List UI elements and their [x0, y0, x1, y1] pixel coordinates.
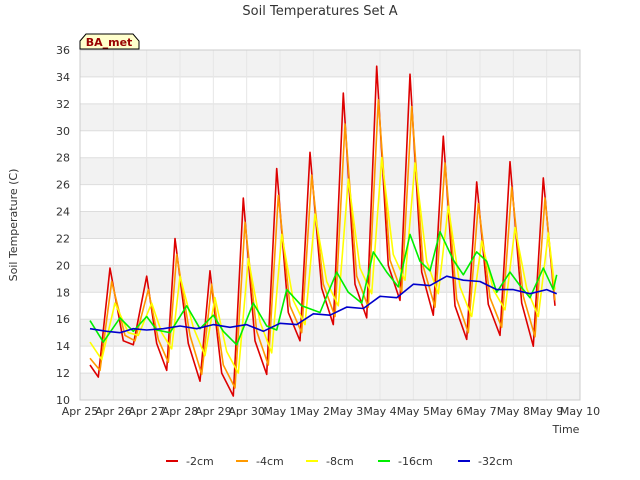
series-line-4cmcm	[89, 99, 556, 389]
legend-label: -16cm	[398, 455, 433, 468]
x-axis-label: Time	[552, 423, 580, 436]
x-tick-label: May 2	[297, 405, 330, 418]
band-14	[80, 319, 580, 347]
plot-frame	[79, 49, 581, 401]
series-line-8cmcm	[89, 156, 556, 374]
x-tick-label: May 9	[530, 405, 563, 418]
y-tick-label: 36	[56, 44, 70, 57]
band-10	[80, 373, 580, 400]
x-tick-label: May 8	[497, 405, 530, 418]
y-tick-label: 34	[56, 71, 70, 84]
legend-item: -8cm	[306, 455, 354, 468]
band-24	[80, 184, 580, 212]
x-tick-label: Apr 25	[62, 405, 99, 418]
x-tick-label: May 3	[330, 405, 363, 418]
legend: -2cm -4cm -8cm -16cm -32cm	[166, 455, 513, 468]
band-34	[80, 50, 580, 77]
series-lines	[89, 65, 558, 397]
legend-label: -32cm	[478, 455, 513, 468]
x-tick-label: Apr 28	[162, 405, 199, 418]
y-tick-label: 10	[56, 394, 70, 407]
y-tick-label: 24	[56, 206, 70, 219]
series-line-16cmcm	[89, 230, 558, 346]
x-tick-label: May 6	[430, 405, 463, 418]
x-tick-label: May 4	[363, 405, 396, 418]
y-tick-label: 26	[56, 179, 70, 192]
y-axis-label: Soil Temperature (C)	[7, 169, 20, 282]
band-12	[80, 346, 580, 374]
legend-label: -4cm	[256, 455, 284, 468]
band-22	[80, 211, 580, 239]
x-tick-label: May 10	[560, 405, 600, 418]
y-tick-label: 20	[56, 259, 70, 272]
plot-background-bands	[80, 50, 580, 400]
y-tick-label: 16	[56, 313, 70, 326]
site-tag-label: BA_met	[86, 36, 133, 49]
series-line-32cmcm	[89, 275, 558, 334]
y-tick-label: 14	[56, 340, 70, 353]
band-32	[80, 76, 580, 104]
legend-item: -2cm	[166, 455, 214, 468]
y-tick-label: 32	[56, 98, 70, 111]
y-tick-labels: 10 12 14 16 18 20 22 24 26 28 30 32 34 36	[56, 44, 70, 407]
chart-title: Soil Temperatures Set A	[242, 4, 397, 19]
y-tick-label: 18	[56, 286, 70, 299]
x-tick-label: Apr 26	[95, 405, 132, 418]
legend-item: -4cm	[236, 455, 284, 468]
x-tick-label: May 1	[263, 405, 296, 418]
band-26	[80, 157, 580, 185]
y-tick-label: 12	[56, 367, 70, 380]
legend-label: -8cm	[326, 455, 354, 468]
band-30	[80, 103, 580, 131]
legend-item: -16cm	[378, 455, 433, 468]
band-28	[80, 130, 580, 158]
y-tick-label: 30	[56, 125, 70, 138]
y-tick-label: 28	[56, 152, 70, 165]
series-line-2cmcm	[89, 65, 556, 397]
x-tick-label: May 7	[463, 405, 496, 418]
axes	[79, 49, 581, 401]
site-tag: BA_met	[79, 33, 140, 50]
legend-item: -32cm	[458, 455, 513, 468]
x-tick-label: Apr 29	[195, 405, 232, 418]
band-20	[80, 238, 580, 266]
legend-label: -2cm	[186, 455, 214, 468]
x-tick-label: Apr 30	[228, 405, 265, 418]
y-tick-label: 22	[56, 232, 70, 245]
x-tick-label: Apr 27	[128, 405, 165, 418]
x-tick-label: May 5	[397, 405, 430, 418]
